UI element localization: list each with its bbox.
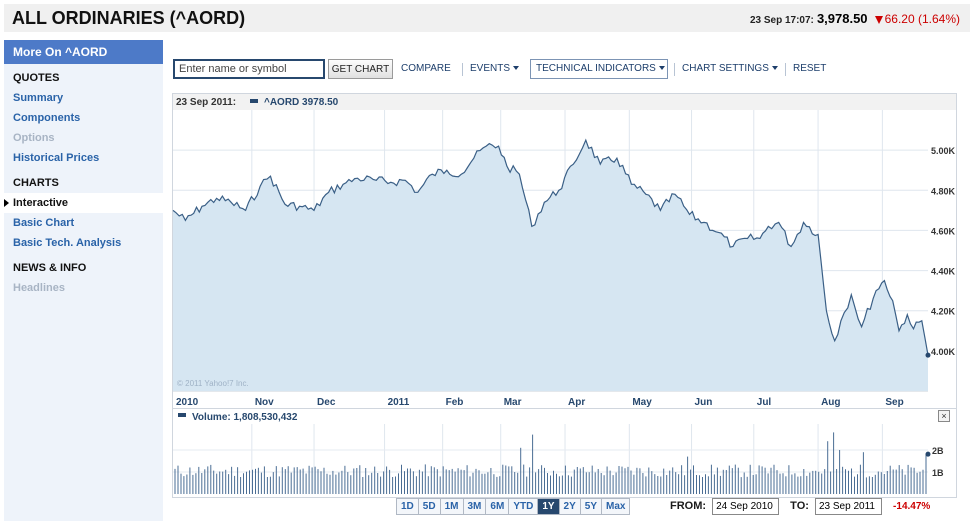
range-button-2y[interactable]: 2Y [559, 499, 581, 514]
last-price-marker [925, 352, 931, 358]
y-tick-label: 4.40K [931, 267, 956, 277]
close-volume-button[interactable]: × [938, 410, 950, 422]
sidebar-header: More On ^AORD [4, 40, 163, 64]
x-tick-label: Apr [568, 397, 585, 408]
volume-chart[interactable]: Volume: 1,808,530,432 2B 1B [172, 408, 957, 498]
events-dropdown[interactable]: EVENTS [470, 63, 520, 74]
volume-y-tick-label: 1B [932, 468, 944, 478]
arrow-down-icon [874, 16, 883, 25]
x-tick-label: Feb [446, 397, 464, 408]
to-label: TO: [790, 500, 809, 512]
date-range: FROM: TO: -14.47% [670, 498, 930, 515]
price-chart[interactable]: 23 Sep 2011: ^AORD 3978.50 © 2011 Yahoo!… [172, 93, 957, 409]
y-tick-label: 4.60K [931, 226, 956, 236]
volume-legend: Volume: 1,808,530,432 [192, 412, 298, 423]
volume-y-tick-label: 2B [932, 446, 944, 456]
legend-date: 23 Sep 2011: [176, 97, 236, 108]
page-header: ALL ORDINARIES (^AORD) 23 Sep 17:07: 3,9… [4, 4, 970, 32]
sidebar-item-options: Options [13, 132, 55, 144]
range-button-1y[interactable]: 1Y [538, 499, 560, 514]
price-line [172, 138, 929, 356]
range-button-3m[interactable]: 3M [463, 499, 487, 514]
technical-indicators-dropdown[interactable] [530, 59, 668, 79]
x-tick-label: Sep [885, 397, 903, 408]
x-tick-label: 2010 [176, 397, 199, 408]
volume-swatch [178, 413, 186, 417]
toolbar-divider [674, 63, 675, 76]
chevron-down-icon [513, 66, 520, 71]
price-area [173, 140, 928, 391]
x-tick-label: Nov [255, 397, 274, 408]
reset-label: RESET [793, 63, 827, 74]
sidebar-item-summary[interactable]: Summary [13, 92, 64, 104]
from-label: FROM: [670, 500, 707, 512]
x-tick-label: Jun [695, 397, 713, 408]
y-tick-label: 5.00K [931, 146, 956, 156]
range-button-5d[interactable]: 5D [418, 499, 441, 514]
sidebar-item-historical-prices[interactable]: Historical Prices [13, 152, 100, 164]
legend-series: ^AORD 3978.50 [264, 97, 339, 108]
technical-indicators-label: TECHNICAL INDICATORS [536, 63, 656, 74]
x-tick-label: 2011 [388, 397, 410, 408]
chart-settings-label: CHART SETTINGS [682, 63, 769, 74]
toolbar-divider [462, 63, 463, 76]
y-tick-label: 4.20K [931, 307, 956, 317]
range-button-1d[interactable]: 1D [397, 499, 419, 514]
chevron-down-icon [771, 66, 778, 71]
volume-bars [174, 432, 931, 494]
quote-price: 3,978.50 [816, 11, 868, 26]
sidebar-item-interactive: Interactive [4, 193, 163, 213]
range-button-1m[interactable]: 1M [440, 499, 464, 514]
chart-settings-dropdown[interactable]: CHART SETTINGS [682, 63, 778, 74]
range-button-5y[interactable]: 5Y [580, 499, 603, 514]
sidebar-item-headlines: Headlines [13, 282, 65, 294]
events-label: EVENTS [470, 63, 511, 74]
sidebar-item-components[interactable]: Components [13, 112, 81, 124]
page-title: ALL ORDINARIES (^AORD) [12, 8, 246, 28]
range-button-6m[interactable]: 6M [486, 499, 510, 514]
symbol-search-input[interactable] [173, 59, 325, 79]
sidebar-section-title: CHARTS [13, 177, 59, 189]
compare-button[interactable]: COMPARE [401, 63, 451, 74]
sidebar-item-basic-tech-analysis[interactable]: Basic Tech. Analysis [13, 237, 122, 249]
quote-change: 66.20 (1.64%) [884, 12, 960, 26]
sidebar-section-title: NEWS & INFO [13, 262, 87, 274]
sidebar-list: QUOTES Summary Components Options Historical… [4, 64, 163, 298]
compare-label: COMPARE [401, 63, 451, 74]
volume-grid [173, 424, 928, 494]
series-swatch [250, 99, 258, 103]
x-tick-label: Jul [757, 397, 772, 408]
last-volume-marker [925, 451, 931, 457]
sidebar-section-title: QUOTES [13, 72, 60, 84]
x-axis: 2010 Nov Dec 2011 Feb Mar Apr May Jun Jul Aug Sep [176, 397, 904, 408]
legend-bar [173, 94, 956, 110]
sidebar: More On ^AORD QUOTES Summary Components Opt… [4, 40, 163, 521]
y-axis: 5.00K 4.80K 4.60K 4.40K 4.20K 4.00K [931, 146, 956, 357]
x-tick-label: Aug [821, 397, 840, 408]
technical-indicators-button[interactable]: TECHNICAL INDICATORS [536, 63, 665, 74]
quote-timestamp: 23 Sep 17:07: [749, 15, 814, 26]
toolbar-divider [785, 63, 786, 76]
x-tick-label: Dec [317, 397, 336, 408]
get-chart-button[interactable]: GET CHART [328, 59, 393, 79]
from-date-input[interactable] [712, 498, 780, 515]
sidebar-item-basic-chart[interactable]: Basic Chart [13, 217, 75, 229]
x-tick-label: Mar [504, 397, 522, 408]
y-tick-label: 4.80K [931, 186, 956, 196]
range-selector: 1D 5D 1M 3M 6M YTD 1Y 2Y 5Y Max [396, 498, 631, 515]
to-date-input[interactable] [814, 498, 882, 515]
chart-toolbar: GET CHART COMPARE EVENTS TECHNICAL INDIC… [173, 59, 853, 81]
y-tick-label: 4.00K [931, 347, 956, 357]
range-button-ytd[interactable]: YTD [509, 499, 539, 514]
period-change: -14.47% [893, 501, 931, 512]
copyright-watermark: © 2011 Yahoo!7 Inc. [177, 379, 249, 388]
x-tick-label: May [632, 397, 652, 408]
reset-button[interactable]: RESET [793, 63, 826, 74]
quote-summary: 23 Sep 17:07: 3,978.50 66.20 (1.64%) [750, 11, 960, 26]
chevron-down-icon [658, 66, 665, 71]
volume-y-axis: 2B 1B [932, 446, 944, 478]
range-button-max[interactable]: Max [602, 499, 630, 514]
